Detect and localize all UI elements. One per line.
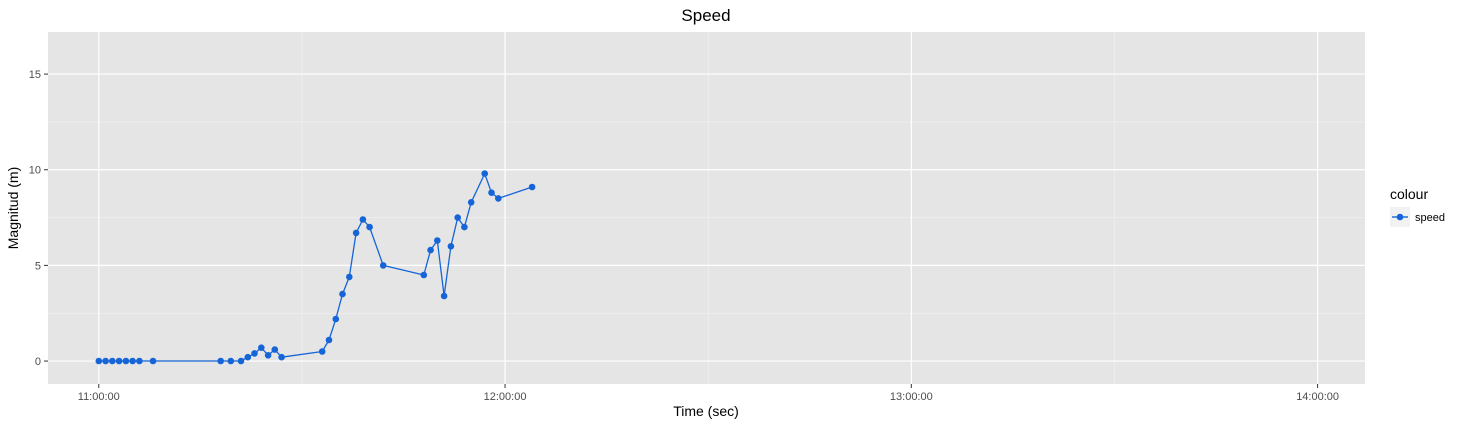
x-axis-title: Time (sec) [673,403,739,419]
data-point [440,292,448,300]
legend-title: colour [1390,186,1428,202]
data-point [528,183,536,191]
data-point [278,353,285,361]
data-point [115,357,123,365]
data-point [447,243,455,250]
data-point [264,352,272,359]
chart-title: Speed [681,6,730,25]
data-point [136,357,143,365]
x-axis: 11:00:00 12:00:00 13:00:00 14:00:00 [78,384,1339,403]
x-tick-label: 11:00:00 [78,391,120,403]
plot-panel [48,32,1365,384]
data-point [227,357,235,365]
data-point [102,357,109,365]
data-point [237,357,245,365]
data-point [481,170,489,177]
data-point [379,262,387,269]
data-point [366,223,373,231]
data-point [461,223,468,231]
x-tick-label: 14:00:00 [1296,391,1339,403]
data-point [488,189,495,196]
legend: colour speed [1390,186,1445,227]
data-point [467,199,475,206]
data-point [95,357,103,365]
data-point [251,350,258,357]
y-axis-title: Magnitud (m) [5,167,21,249]
y-tick-label: 10 [29,165,41,177]
data-point [359,216,367,223]
grid-lines [48,32,1365,384]
y-axis: 0 5 10 15 [29,69,48,368]
x-tick-label: 13:00:00 [890,391,933,403]
data-point [271,346,279,353]
data-point [149,357,157,365]
y-tick-label: 15 [29,69,41,81]
data-point [427,246,434,254]
data-point [217,357,224,365]
data-point [346,273,353,281]
series-speed [95,170,536,365]
data-point [420,271,428,279]
data-point [122,357,130,365]
data-point [258,344,265,352]
data-point [495,195,502,202]
data-point [332,315,340,323]
x-tick-label: 12:00:00 [484,391,527,403]
y-tick-label: 0 [35,356,41,368]
data-point [129,357,136,365]
legend-key-point [1396,213,1404,221]
y-tick-label: 5 [35,260,41,272]
data-point [318,348,326,355]
data-point [434,237,441,244]
data-point [109,357,116,365]
data-point [352,229,360,237]
data-point [244,353,252,361]
legend-label-speed: speed [1415,212,1445,224]
data-point [339,290,346,298]
data-point [454,214,462,221]
data-point [325,336,333,344]
